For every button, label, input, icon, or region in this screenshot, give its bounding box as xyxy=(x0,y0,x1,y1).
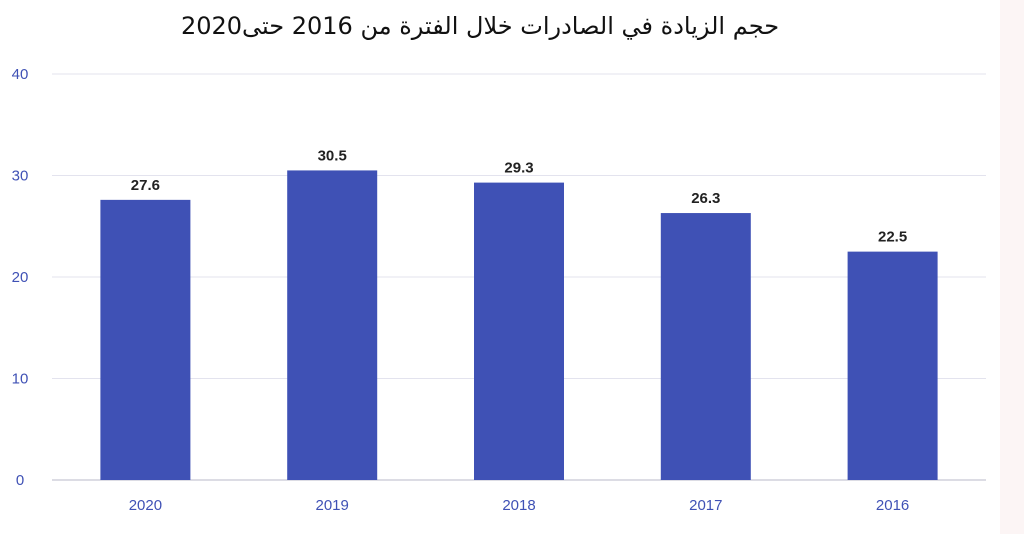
y-tick-label: 30 xyxy=(12,168,29,185)
data-labels: 27.6 30.5 29.3 26.3 22.5 xyxy=(131,147,907,245)
data-label: 29.3 xyxy=(504,160,533,177)
x-tick-label: 2020 xyxy=(129,497,162,514)
y-tick-label: 0 xyxy=(16,472,24,489)
data-label: 22.5 xyxy=(878,229,907,246)
bar-2019 xyxy=(287,170,378,481)
bar-2016 xyxy=(847,251,938,480)
y-tick-label: 40 xyxy=(12,66,29,83)
data-label: 30.5 xyxy=(318,147,347,164)
x-tick-label: 2019 xyxy=(316,497,349,514)
x-tick-label: 2018 xyxy=(502,497,535,514)
bar-2018 xyxy=(474,182,564,481)
y-tick-label: 10 xyxy=(12,371,29,388)
chart-title: حجم الزيادة في الصادرات خلال الفترة من 2… xyxy=(181,12,779,40)
side-panel xyxy=(1000,0,1024,534)
data-label: 27.6 xyxy=(131,177,160,194)
x-axis-ticks: 2020 2019 2018 2017 2016 xyxy=(129,497,910,514)
bar-2020 xyxy=(100,199,191,481)
bar-2017 xyxy=(660,213,751,480)
data-label: 26.3 xyxy=(691,190,720,207)
y-tick-label: 20 xyxy=(12,269,29,286)
bars xyxy=(100,170,938,481)
x-tick-label: 2016 xyxy=(876,497,909,514)
y-axis-ticks: 0 10 20 30 40 xyxy=(12,66,29,489)
x-tick-label: 2017 xyxy=(689,497,722,514)
